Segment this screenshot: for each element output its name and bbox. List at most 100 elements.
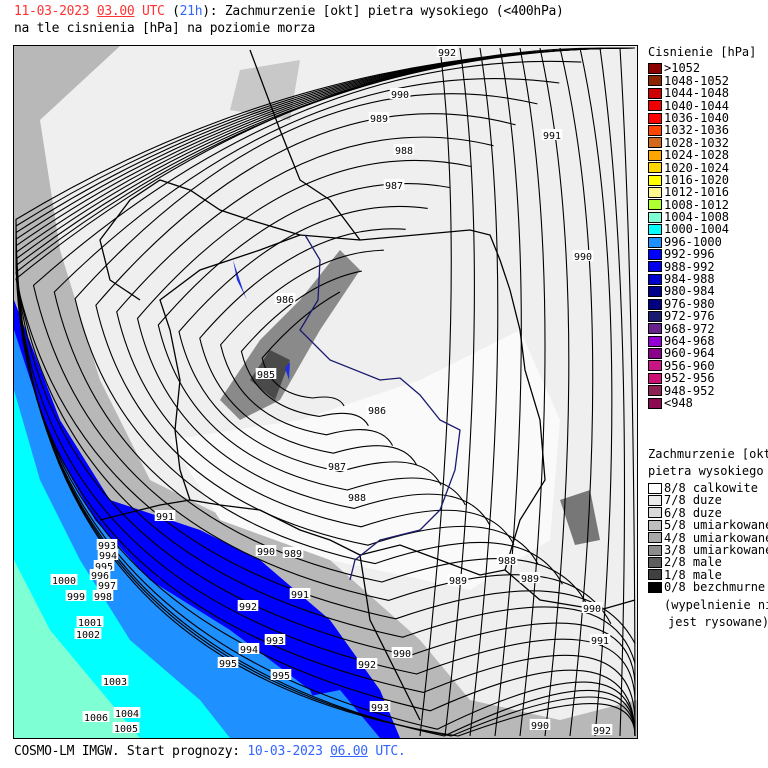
isobar-label-bg <box>356 658 378 669</box>
isobar-line <box>519 47 546 737</box>
isobar-label: 990 <box>393 649 411 660</box>
isobar-line <box>539 47 570 737</box>
map-canvas: 992 990 989 991 988 987 990 986 985 986 987 988 991 9… <box>14 46 637 738</box>
color-swatch <box>648 87 662 99</box>
color-swatch <box>648 286 662 298</box>
band-1000-1004 <box>14 390 230 738</box>
isobar-line <box>15 47 636 737</box>
run-time: 06.00 <box>330 744 368 759</box>
pressure-legend-item: 968-972 <box>648 322 756 335</box>
color-swatch <box>648 137 662 149</box>
legend-label: 1016-1020 <box>664 172 730 187</box>
cloud-legend-note-2: jest rysowane) <box>668 614 768 629</box>
cloud-legend-item: 1/8 male <box>648 568 768 581</box>
pressure-legend-item: >1052 <box>648 62 756 75</box>
pressure-legend-item: 960-964 <box>648 347 756 360</box>
isobar-label: 995 <box>272 671 290 682</box>
legend-label: 1012-1016 <box>664 185 730 200</box>
country-border <box>99 179 301 301</box>
isobar-label-bg <box>346 491 368 502</box>
color-swatch <box>648 532 662 544</box>
pressure-legend-item: 956-960 <box>648 359 756 372</box>
isobar-label-bg <box>113 707 141 718</box>
legend-label: 8/8 calkowite <box>664 481 758 495</box>
isobar-label-bg <box>101 675 129 686</box>
legend-label: 996-1000 <box>664 234 722 249</box>
isobar-label-bg <box>255 368 277 379</box>
isobar-label: 995 <box>219 659 237 670</box>
coastline <box>99 499 191 521</box>
isobar-label-bg <box>65 590 87 601</box>
color-swatch <box>648 495 662 507</box>
color-swatch <box>648 112 662 124</box>
isobar-label-bg <box>529 719 551 730</box>
isobar-line <box>619 47 636 737</box>
isobar-label: 994 <box>240 645 258 656</box>
isobar-label: 987 <box>328 462 346 473</box>
pressure-legend-item: 1016-1020 <box>648 174 756 186</box>
isobar-line <box>220 249 394 446</box>
pressure-legend-item: 948-952 <box>648 383 756 398</box>
legend-label: 2/8 male <box>664 555 722 570</box>
isobar-label: 989 <box>370 114 388 125</box>
pressure-legend-item: 972-976 <box>648 310 756 323</box>
isobar-label: 991 <box>291 590 309 601</box>
isobar-label-bg <box>96 579 118 590</box>
map-subtitle: na tle cisnienia [hPa] na poziomie morza <box>14 21 316 36</box>
isobar-line <box>32 60 612 625</box>
isobar-label: 990 <box>574 252 592 263</box>
color-swatch <box>648 310 662 322</box>
legend-label: 952-956 <box>664 371 715 386</box>
isobar-label: 992 <box>239 602 257 613</box>
isobar-line <box>15 47 636 737</box>
color-swatch <box>648 63 662 75</box>
isobar-label: 1006 <box>84 713 108 724</box>
country-border <box>504 569 636 611</box>
pressure-legend-item: 984-988 <box>648 273 756 285</box>
isobar-label: 996 <box>91 571 109 582</box>
isobar-label-bg <box>383 179 405 190</box>
legend-label: 4/8 umiarkowane <box>664 530 768 545</box>
isobar-label: 987 <box>385 181 403 192</box>
map-title: 11-03-2023 03.00 UTC (21h): Zachmurzenie… <box>14 4 564 20</box>
cloud-legend-item: 0/8 bezchmurne <box>648 581 768 594</box>
legend-label: 980-984 <box>664 284 715 299</box>
isobar-line <box>494 47 522 737</box>
isobar-label: 988 <box>498 556 516 567</box>
color-swatch <box>648 397 662 409</box>
isobar-line <box>53 78 588 605</box>
pressure-legend-item: 1024-1028 <box>648 149 756 162</box>
legend-label: 6/8 duze <box>664 505 722 520</box>
isobar-line <box>15 47 636 684</box>
legend-label: 3/8 umiarkowane <box>664 542 768 557</box>
legend-label: 5/8 umiarkowane <box>664 518 768 533</box>
model-info: COSMO-LM IMGW. Start prognozy: <box>14 744 240 759</box>
isobar-label: 991 <box>156 512 174 523</box>
isobar-label-bg <box>581 602 603 613</box>
legend-label: 1048-1052 <box>664 73 730 88</box>
isobar-line <box>15 47 636 723</box>
isobar-label-bg <box>591 724 613 735</box>
cloud-legend-subtitle: pietra wysokiego <box>648 464 764 478</box>
legend-label: 1004-1008 <box>664 210 730 225</box>
cloud-legend-item: 7/8 duze <box>648 493 768 508</box>
color-swatch <box>648 248 662 260</box>
isobar-label: 990 <box>391 90 409 101</box>
isobar-line <box>116 136 515 545</box>
color-swatch <box>648 323 662 335</box>
isobar-label-bg <box>393 144 415 155</box>
legend-label: 948-952 <box>664 383 715 398</box>
isobar-label-bg <box>112 722 140 733</box>
isobar-label-bg <box>237 600 259 611</box>
isobar-lines <box>15 47 636 737</box>
isobar-label: 997 <box>98 581 116 592</box>
isobar-line <box>136 159 491 526</box>
color-swatch <box>648 581 662 593</box>
color-swatch <box>648 211 662 223</box>
isobar-label: 989 <box>284 549 302 560</box>
pressure-legend-item: 1008-1012 <box>648 198 756 211</box>
isobar-label: 999 <box>67 592 85 603</box>
band-1004-1008 <box>14 560 140 738</box>
isobar-label: 990 <box>257 547 275 558</box>
legend-label: 7/8 duze <box>664 493 722 508</box>
